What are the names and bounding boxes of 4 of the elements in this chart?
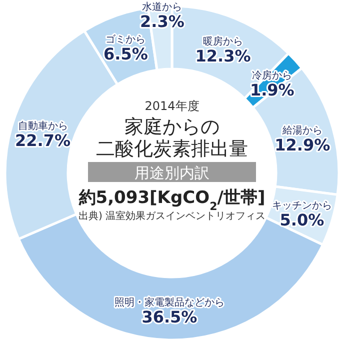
text: 用途別内訳	[134, 164, 210, 182]
text: 家庭からの二酸化炭素排出量	[96, 116, 248, 160]
source-note: 出典) 温室効果ガスインベントリオフィス	[78, 210, 266, 222]
text: 2014年度	[144, 99, 200, 113]
